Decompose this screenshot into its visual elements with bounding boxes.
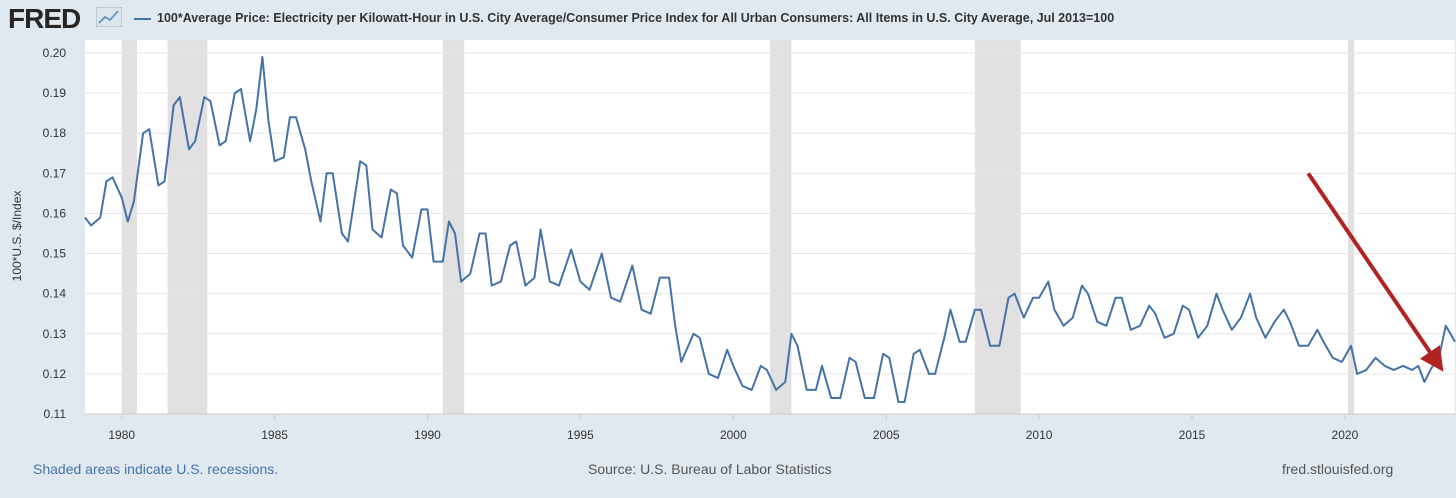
x-axis-ticks: 1980 1985 1990 1995 2000 2005 2010 2015 2020 <box>85 413 1455 442</box>
y-tick-label: 0.16 <box>43 206 67 220</box>
y-axis-ticks: 0.11 0.12 0.13 0.14 0.15 0.16 0.17 0.18 0.19 0.20 <box>43 46 67 421</box>
x-tick-label: 2005 <box>873 428 900 442</box>
x-tick-label: 1990 <box>414 428 441 442</box>
series-layer <box>84 56 1456 403</box>
recession-band <box>167 40 208 414</box>
y-tick-label: 0.12 <box>43 367 67 381</box>
x-tick-label: 2000 <box>720 428 747 442</box>
y-tick-label: 0.17 <box>43 166 67 180</box>
annotation-arrow <box>1306 172 1444 372</box>
series-line[interactable] <box>84 56 1456 403</box>
y-tick-label: 0.18 <box>43 126 67 140</box>
annotation-layer <box>1306 172 1444 372</box>
y-tick-label: 0.11 <box>44 407 67 421</box>
recession-note[interactable]: Shaded areas indicate U.S. recessions. <box>33 461 279 477</box>
fred-logo[interactable]: FRED <box>8 3 81 34</box>
recession-band <box>121 40 137 414</box>
y-tick-label: 0.15 <box>43 247 67 261</box>
y-tick-label: 0.19 <box>43 86 67 100</box>
x-tick-label: 2015 <box>1179 428 1206 442</box>
x-tick-label: 1995 <box>567 428 594 442</box>
x-tick-label: 2010 <box>1026 428 1053 442</box>
chart-header: FRED 100*Average Price: Electricity per … <box>0 0 1456 40</box>
y-tick-label: 0.20 <box>43 46 67 60</box>
y-tick-label: 0.13 <box>43 327 67 341</box>
y-axis-label: 100*U.S. $/Index <box>10 191 24 282</box>
legend-label[interactable]: 100*Average Price: Electricity per Kilow… <box>157 11 1115 25</box>
site-link[interactable]: fred.stlouisfed.org <box>1282 461 1394 477</box>
recession-band <box>974 40 1021 414</box>
legend-swatch <box>134 18 151 20</box>
chart-line-icon <box>96 7 122 27</box>
recession-band <box>442 40 465 414</box>
recession-band <box>1347 40 1355 414</box>
x-tick-label: 1985 <box>261 428 288 442</box>
x-tick-label: 1980 <box>108 428 135 442</box>
source-credit: Source: U.S. Bureau of Labor Statistics <box>588 461 832 477</box>
x-tick-label: 2020 <box>1332 428 1359 442</box>
y-tick-label: 0.14 <box>43 287 67 301</box>
